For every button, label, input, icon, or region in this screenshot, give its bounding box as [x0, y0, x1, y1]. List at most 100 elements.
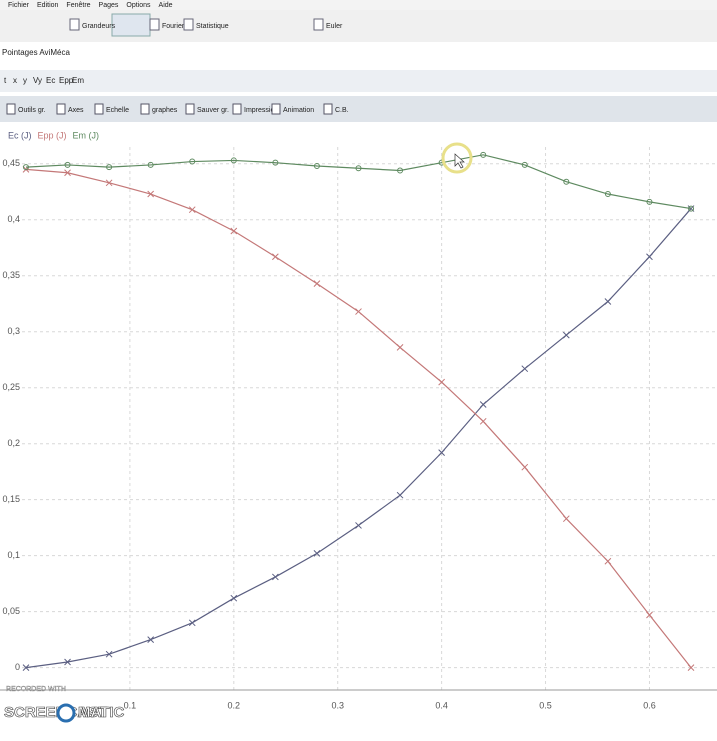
data-point	[272, 253, 279, 261]
data-point	[604, 557, 612, 565]
data-point	[521, 463, 529, 471]
y-tick-label: 0,05	[2, 606, 20, 616]
data-point	[562, 515, 570, 523]
data-point	[22, 664, 30, 671]
watermark-text: RECORDED WITH	[6, 686, 66, 693]
toolbar-icon[interactable]	[183, 18, 194, 31]
toolbar-button[interactable]: Outils gr.	[18, 107, 46, 114]
variable-tab[interactable]: y	[23, 76, 27, 85]
data-point	[396, 491, 404, 499]
toolbar-button[interactable]: C.B.	[335, 107, 349, 114]
y-tick-label: 0,4	[7, 214, 20, 224]
data-point	[106, 164, 113, 171]
toolbar-button[interactable]: Grandeurs	[82, 23, 116, 30]
y-tick-label: 0,3	[7, 326, 20, 336]
data-point	[147, 161, 154, 168]
data-point	[272, 159, 279, 166]
menu-item[interactable]: Edition	[37, 2, 59, 9]
data-point	[147, 636, 155, 643]
toolbar-icon[interactable]	[149, 18, 160, 31]
toolbar-icon[interactable]	[185, 103, 195, 115]
data-point	[313, 163, 320, 170]
data-point	[105, 650, 113, 658]
variable-tab[interactable]: Epp	[59, 76, 74, 85]
data-point	[438, 449, 445, 457]
data-point	[188, 206, 196, 214]
y-tick-label: 0,25	[2, 382, 20, 392]
data-point	[230, 227, 238, 235]
legend-entry: Ec (J)	[8, 130, 32, 140]
toolbar-icon[interactable]	[232, 103, 242, 115]
toolbar-button[interactable]: Impression	[244, 107, 278, 114]
toolbar-icon[interactable]	[6, 103, 16, 115]
legend-entry: Epp (J)	[38, 130, 67, 140]
data-point	[188, 619, 196, 627]
toolbar-button[interactable]: Statistique	[196, 23, 229, 30]
data-point	[687, 664, 695, 671]
toolbar-icon[interactable]	[313, 18, 324, 31]
y-tick-label: 0,35	[2, 270, 20, 280]
y-tick-label: 0,2	[7, 438, 20, 448]
variable-tab[interactable]: Em	[72, 76, 84, 85]
data-line	[25, 154, 692, 210]
x-tick-label: 0.1	[124, 700, 137, 710]
graph-toolbar	[0, 96, 717, 122]
toolbar-button[interactable]: Fourier	[162, 23, 185, 30]
x-tick-label: 0.6	[643, 700, 656, 710]
variables-bar	[0, 70, 717, 92]
title-bar	[0, 42, 717, 64]
data-point	[480, 151, 487, 158]
menu-item[interactable]: Fichier	[8, 2, 30, 9]
data-point	[64, 658, 71, 666]
toolbar-icon[interactable]	[69, 18, 80, 31]
data-point	[479, 417, 487, 425]
data-point	[646, 253, 653, 261]
data-point	[397, 167, 404, 174]
data-point	[147, 190, 155, 198]
data-point	[646, 198, 653, 205]
watermark-text: SCREENCAST	[4, 704, 107, 721]
data-point	[563, 178, 570, 185]
data-point	[521, 365, 529, 373]
watermark-logo	[56, 703, 76, 723]
data-point	[313, 550, 321, 557]
x-tick-label: 0.3	[331, 700, 344, 710]
mouse-cursor	[454, 153, 465, 169]
data-point	[562, 331, 570, 339]
data-point	[688, 205, 695, 212]
data-point	[230, 594, 238, 602]
toolbar-icon[interactable]	[56, 103, 66, 115]
x-tick-label: 0.2	[228, 700, 241, 710]
variable-tab[interactable]: x	[13, 76, 17, 85]
toolbar-button[interactable]: Animation	[283, 107, 314, 114]
data-point	[355, 308, 362, 315]
data-point	[64, 169, 71, 177]
toolbar-button[interactable]: Axes	[68, 107, 84, 114]
toolbar-icon[interactable]	[271, 103, 281, 115]
data-point	[604, 298, 612, 305]
data-point	[189, 158, 196, 165]
menu-item[interactable]: Pages	[99, 2, 119, 9]
menu-item[interactable]: Aide	[159, 2, 173, 9]
variable-tab[interactable]: Vy	[33, 76, 42, 85]
menu-bar	[0, 0, 717, 10]
toolbar-button[interactable]: Echelle	[106, 107, 129, 114]
toolbar-button[interactable]: Euler	[326, 23, 343, 30]
toolbar-button[interactable]: Sauver gr.	[197, 107, 229, 114]
watermark-text: MATIC	[78, 704, 125, 721]
data-point	[64, 161, 71, 168]
toolbar-icon[interactable]	[140, 103, 150, 115]
toolbar-icon[interactable]	[323, 103, 333, 115]
active-button[interactable]	[111, 13, 151, 37]
data-point	[604, 191, 611, 198]
variable-tab[interactable]: Ec	[46, 76, 55, 85]
menu-item[interactable]: Options	[126, 2, 151, 9]
y-tick-label: 0	[15, 662, 20, 672]
toolbar-icon[interactable]	[94, 103, 104, 115]
toolbar-button[interactable]: graphes	[152, 107, 178, 114]
variable-tab[interactable]: t	[4, 76, 7, 85]
data-point	[230, 157, 237, 164]
menu-item[interactable]: Fenêtre	[66, 2, 90, 9]
